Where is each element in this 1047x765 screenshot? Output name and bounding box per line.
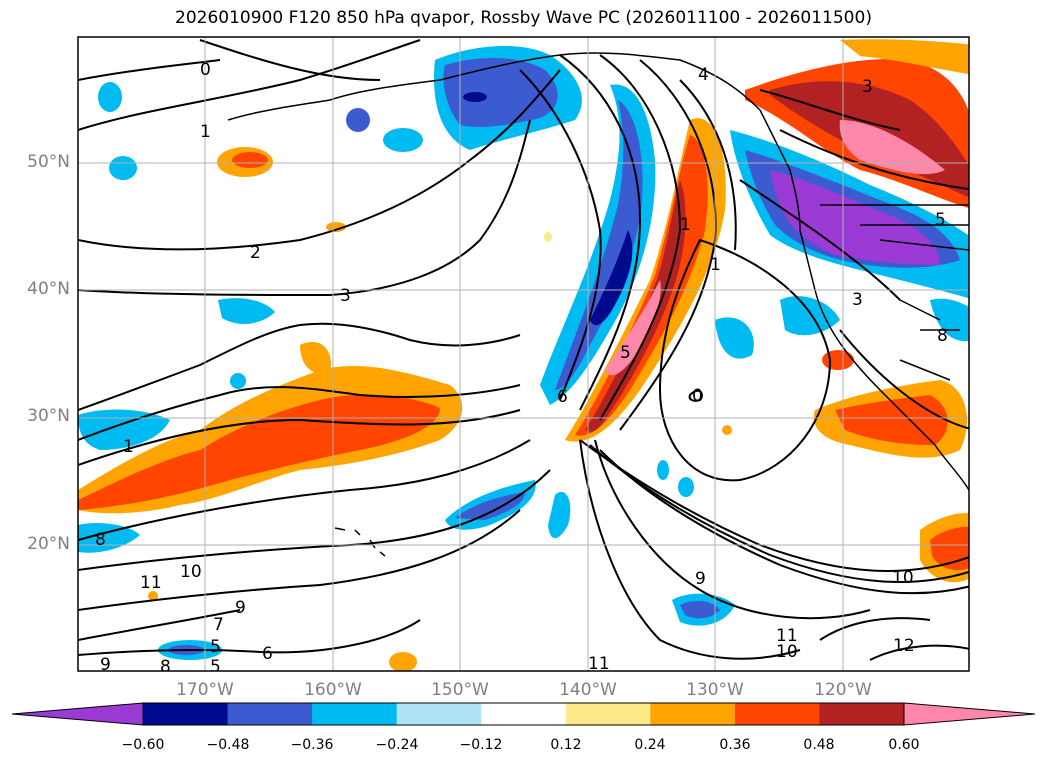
contour-label: 8 <box>160 657 171 677</box>
contour-label: 3 <box>862 77 873 97</box>
colorbar-right-extension <box>903 702 1036 726</box>
contour-labels: 0 1 2 3 4 3 5 3 1 1 5 6 0 8 1 9 10 11 10… <box>95 60 948 677</box>
colorbar-tick-label: 0.36 <box>719 737 751 753</box>
contour-label: 10 <box>776 642 798 662</box>
colorbar-tick-label: −0.48 <box>206 737 250 753</box>
lon-label-160w: 160°W <box>304 680 362 700</box>
contour-label: 9 <box>235 598 246 618</box>
contour-label: 4 <box>698 65 709 85</box>
colorbar-segment <box>734 703 820 725</box>
contour-label: 6 <box>557 387 568 407</box>
contour-label: 11 <box>776 626 798 646</box>
contour-label: 5 <box>210 657 221 677</box>
contour-label: 3 <box>852 290 863 310</box>
map-title: 2026010900 F120 850 hPa qvapor, Rossby W… <box>175 8 872 28</box>
contour-label: 1 <box>123 437 134 457</box>
contour-label: 5 <box>210 637 221 657</box>
colorbar-segments <box>143 703 905 725</box>
contour-label: 2 <box>250 243 261 263</box>
contour-label: 0 <box>692 386 703 406</box>
coastlines <box>227 52 969 557</box>
contour-label: 9 <box>695 569 706 589</box>
colorbar-left-extension <box>11 702 144 726</box>
colorbar-segment <box>227 703 313 725</box>
contour-label: 1 <box>680 215 691 235</box>
colorbar-tick-label: −0.36 <box>290 737 334 753</box>
contour-label: 6 <box>262 644 273 664</box>
lon-label-150w: 150°W <box>431 680 489 700</box>
contour-label: 9 <box>100 655 111 675</box>
lon-label-120w: 120°W <box>814 680 872 700</box>
colorbar-tick-label: −0.60 <box>121 737 165 753</box>
contour-label: 11 <box>140 573 162 593</box>
colorbar-frame <box>142 702 905 726</box>
contour-label: 3 <box>340 286 351 306</box>
colorbar <box>11 702 1036 726</box>
contour-label: 10 <box>892 568 914 588</box>
contour-label: 1 <box>200 122 211 142</box>
positive-anomaly-shading <box>78 39 969 671</box>
lon-label-170w: 170°W <box>176 680 234 700</box>
colorbar-tick-label: 0.24 <box>634 737 666 753</box>
graticule <box>78 37 969 671</box>
contour-label: 5 <box>620 343 631 363</box>
colorbar-segment <box>650 703 736 725</box>
map-frame <box>77 36 970 672</box>
map-fields: 0 1 2 3 4 3 5 3 1 1 5 6 0 8 1 9 10 11 10… <box>78 37 969 677</box>
colorbar-segment <box>565 703 651 725</box>
contour-label: 0 <box>200 60 211 80</box>
contour-label: 10 <box>180 562 202 582</box>
colorbar-segment <box>819 703 905 725</box>
colorbar-segment <box>396 703 482 725</box>
lat-label-30n: 30°N <box>27 406 70 426</box>
contour-label: 1 <box>710 255 721 275</box>
lat-label-20n: 20°N <box>27 534 70 554</box>
lon-label-130w: 130°W <box>686 680 744 700</box>
lat-label-50n: 50°N <box>27 152 70 172</box>
contour-label: 8 <box>95 530 106 550</box>
contour-label: 7 <box>213 615 224 635</box>
lon-label-140w: 140°W <box>559 680 617 700</box>
colorbar-tick-label: −0.12 <box>459 737 503 753</box>
colorbar-segment <box>143 703 229 725</box>
colorbar-tick-label: −0.24 <box>375 737 419 753</box>
colorbar-tick-label: 0.12 <box>550 737 582 753</box>
lat-label-40n: 40°N <box>27 279 70 299</box>
colorbar-segment <box>312 703 398 725</box>
contour-label: 11 <box>588 654 610 674</box>
colorbar-tick-label: 0.60 <box>888 737 920 753</box>
colorbar-segment <box>481 703 567 725</box>
colorbar-tick-label: 0.48 <box>803 737 835 753</box>
contour-label: 8 <box>937 326 948 346</box>
contour-label: 5 <box>935 210 946 230</box>
contour-label: 12 <box>893 636 915 656</box>
